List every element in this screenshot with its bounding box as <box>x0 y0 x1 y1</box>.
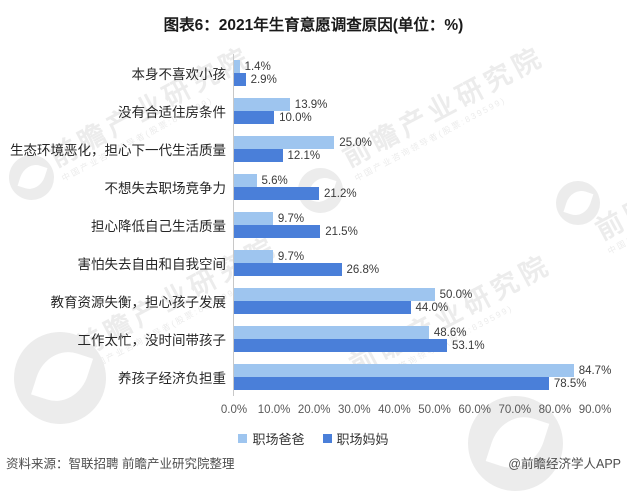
bar-value-label: 9.7% <box>277 212 305 225</box>
legend-label: 职场爸爸 <box>252 432 305 447</box>
x-axis-tick: 10.0% <box>257 404 291 416</box>
bar-group: 9.7% 21.5% <box>234 206 627 244</box>
bar-group: 5.6% 21.2% <box>234 168 627 206</box>
bar-职场妈妈 <box>234 73 246 86</box>
bar-职场妈妈 <box>234 263 342 276</box>
bar-职场妈妈 <box>234 301 411 314</box>
bar-value-label: 1.4% <box>244 60 271 73</box>
bar-职场爸爸 <box>234 174 257 187</box>
bar-value-label: 13.9% <box>294 98 328 111</box>
x-axis-tick: 20.0% <box>297 404 331 416</box>
category-label: 工作太忙，没时间带孩子 <box>77 333 227 348</box>
bars-area: 1.4% 2.9% 13.9% 10.0% 25.0% 12.1% 5.6% 21.2% 9.7… <box>233 54 627 396</box>
bar-职场妈妈 <box>234 339 447 352</box>
bar-group: 25.0% 12.1% <box>234 130 627 168</box>
legend-item: 职场爸爸 <box>238 429 305 448</box>
attribution-note: @前瞻经济学人APP <box>508 457 621 471</box>
legend: 职场爸爸 职场妈妈 <box>0 429 627 448</box>
bar-value-label: 9.7% <box>277 250 305 263</box>
category-label: 害怕失去自由和自我空间 <box>77 257 227 272</box>
bar-group: 48.6% 53.1% <box>234 320 627 358</box>
category-label: 不想失去职场竞争力 <box>104 181 227 196</box>
bar-group: 50.0% 44.0% <box>234 282 627 320</box>
category-label: 养孩子经济负担重 <box>118 371 226 386</box>
bar-职场爸爸 <box>234 364 574 377</box>
category-label: 本身不喜欢小孩 <box>131 67 227 82</box>
bar-职场爸爸 <box>234 212 273 225</box>
bar-职场爸爸 <box>234 136 335 149</box>
bar-value-label: 10.0% <box>279 111 312 124</box>
bar-职场爸爸 <box>234 60 240 73</box>
bar-group: 9.7% 26.8% <box>234 244 627 282</box>
x-axis-tick: 70.0% <box>498 404 532 416</box>
x-axis-tick: 50.0% <box>418 404 451 416</box>
bar-value-label: 21.5% <box>325 225 358 238</box>
footer: 资料来源：智联招聘 前瞻产业研究院整理 @前瞻经济学人APP <box>0 453 627 472</box>
bar-value-label: 84.7% <box>578 364 612 377</box>
bar-职场爸爸 <box>234 326 429 339</box>
chart-title: 图表6：2021年生育意愿调查原因(单位：%) <box>163 17 464 34</box>
bar-value-label: 21.2% <box>324 187 357 200</box>
category-label: 教育资源失衡，担心孩子发展 <box>50 295 227 310</box>
x-axis-tick: 80.0% <box>538 404 572 416</box>
bar-group: 84.7% 78.5% <box>234 358 627 396</box>
bar-value-label: 26.8% <box>346 263 380 276</box>
bar-value-label: 25.0% <box>339 136 372 149</box>
legend-swatch-icon <box>238 434 248 443</box>
bar-职场妈妈 <box>234 111 275 124</box>
bar-value-label: 78.5% <box>553 377 587 390</box>
bar-value-label: 48.6% <box>433 326 467 339</box>
x-axis-tick: 0.0% <box>220 404 248 416</box>
bar-value-label: 53.1% <box>452 339 485 352</box>
x-axis-tick: 40.0% <box>378 404 411 416</box>
bar-职场妈妈 <box>234 225 321 238</box>
x-axis-tick: 30.0% <box>337 404 371 416</box>
x-axis-ticks: 0.0% 10.0% 20.0% 30.0% 40.0% 50.0% 60.0% 70.0% 8… <box>221 404 611 418</box>
bar-group: 1.4% 2.9% <box>234 54 627 92</box>
bar-value-label: 5.6% <box>261 174 288 187</box>
bar-职场妈妈 <box>234 187 319 200</box>
chart-area: 本身不喜欢小孩没有合适住房条件生态环境恶化，担心下一代生活质量不想失去职场竞争力… <box>0 54 627 448</box>
bar-value-label: 50.0% <box>439 288 473 301</box>
category-label: 没有合适住房条件 <box>118 105 226 120</box>
bar-职场妈妈 <box>234 377 549 390</box>
legend-label: 职场妈妈 <box>336 432 389 447</box>
bar-职场爸爸 <box>234 288 435 301</box>
bar-职场爸爸 <box>234 98 290 111</box>
bar-职场爸爸 <box>234 250 273 263</box>
legend-item: 职场妈妈 <box>322 429 389 448</box>
bar-value-label: 2.9% <box>250 73 277 86</box>
category-labels: 本身不喜欢小孩没有合适住房条件生态环境恶化，担心下一代生活质量不想失去职场竞争力… <box>0 54 233 396</box>
bar-value-label: 12.1% <box>287 149 321 162</box>
source-note: 资料来源：智联招聘 前瞻产业研究院整理 <box>6 457 235 471</box>
bar-职场妈妈 <box>234 149 283 162</box>
x-axis-tick: 90.0% <box>578 404 612 416</box>
x-axis-tick: 60.0% <box>458 404 491 416</box>
legend-swatch-icon <box>322 434 332 443</box>
category-label: 担心降低自己生活质量 <box>91 219 226 234</box>
bar-value-label: 44.0% <box>415 301 449 314</box>
bar-group: 13.9% 10.0% <box>234 92 627 130</box>
category-label: 生态环境恶化，担心下一代生活质量 <box>10 143 226 158</box>
